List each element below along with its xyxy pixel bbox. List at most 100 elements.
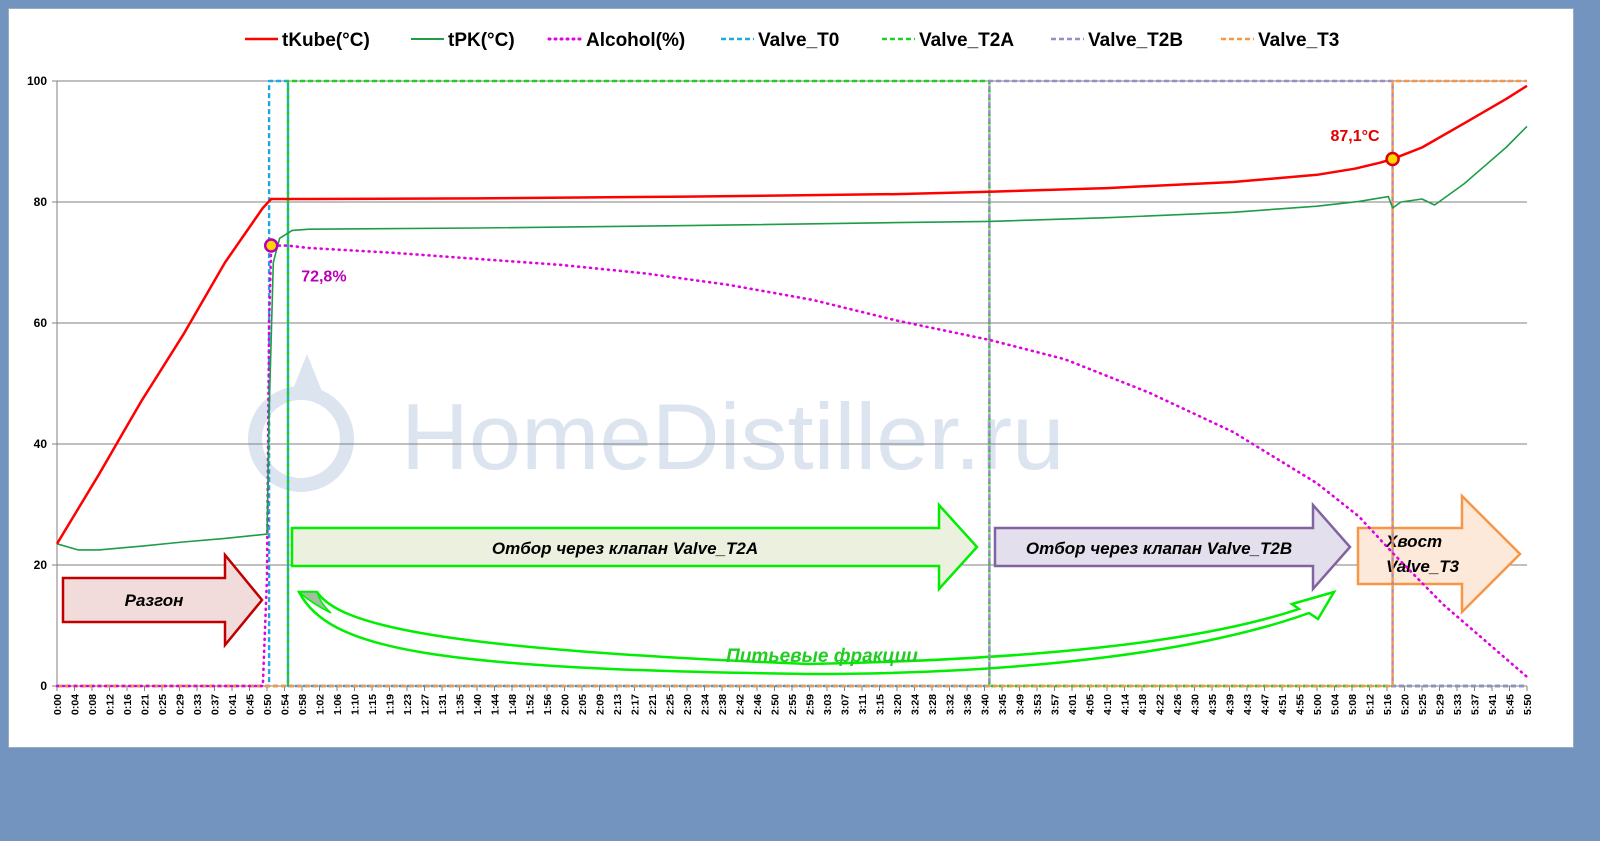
legend-entry: tKube(°C): [282, 30, 370, 51]
x-tick-label: 0:12: [105, 694, 117, 715]
t3-label-line2: Valve_T3: [1386, 557, 1460, 576]
x-tick-label: 0:41: [227, 694, 239, 715]
legend: tKube(°C) tPK(°C) Alcohol(%) Valve_T0 Valve_…: [245, 30, 1339, 51]
y-tick-label: 40: [34, 437, 48, 451]
x-tick-label: 1:19: [385, 694, 397, 715]
x-tick-label: 3:40: [980, 694, 992, 715]
legend-entry: tPK(°C): [448, 30, 515, 51]
y-tick-label: 20: [34, 558, 48, 572]
x-tick-label: 5:41: [1487, 694, 1499, 715]
x-tick-label: 4:51: [1277, 694, 1289, 715]
x-tick-label: 2:34: [700, 694, 712, 715]
x-tick-label: 2:46: [752, 694, 764, 715]
x-tick-label: 1:23: [402, 694, 414, 715]
x-tick-label: 0:50: [262, 694, 274, 715]
x-tick-label: 0:04: [70, 694, 82, 715]
x-tick-label: 3:11: [857, 694, 869, 715]
x-tick-label: 2:21: [647, 694, 659, 715]
x-tick-label: 1:27: [420, 694, 432, 715]
x-tick-label: 0:21: [140, 694, 152, 715]
x-tick-label: 1:31: [437, 694, 449, 715]
x-tick-label: 3:53: [1032, 694, 1044, 715]
x-tick-label: 5:33: [1452, 694, 1464, 715]
t2a-label: Отбор через клапан Valve_T2A: [492, 539, 758, 558]
legend-entry: Valve_T2B: [1088, 30, 1183, 51]
x-tick-label: 4:47: [1260, 694, 1272, 715]
x-tick-label: 3:36: [962, 694, 974, 715]
x-tick-label: 3:32: [945, 694, 957, 715]
x-tick-label: 2:09: [595, 694, 607, 715]
x-tick-label: 2:55: [787, 694, 799, 715]
x-tick-label: 3:24: [910, 694, 922, 715]
y-axis: 0 20 40 60 80 100: [27, 74, 47, 693]
legend-entry: Valve_T0: [758, 30, 839, 51]
x-tick-label: 4:35: [1207, 694, 1219, 715]
x-tick-label: 0:45: [245, 694, 257, 715]
x-tick-label: 1:35: [455, 694, 467, 715]
x-tick-label: 4:01: [1067, 694, 1079, 715]
x-tick-label: 1:56: [542, 694, 554, 715]
x-tick-label: 5:04: [1330, 694, 1342, 715]
x-tick-label: 3:45: [997, 694, 1009, 715]
x-tick-label: 2:13: [612, 694, 624, 715]
x-tick-label: 2:59: [805, 694, 817, 715]
x-tick-label: 4:43: [1242, 694, 1254, 715]
y-tick-label: 60: [34, 316, 48, 330]
x-tick-label: 4:14: [1120, 694, 1132, 715]
series-tkube-c: [55, 84, 1528, 545]
watermark: HomeDistiller.ru: [401, 384, 1064, 489]
t2a-arrow: Отбор через клапан Valve_T2A: [290, 501, 979, 593]
x-tick-label: 5:45: [1505, 694, 1517, 715]
x-tick-label: 4:55: [1295, 694, 1307, 715]
y-tick-label: 80: [34, 195, 48, 209]
series-tpk-c: [56, 125, 1528, 551]
x-tick-label: 0:37: [210, 694, 222, 715]
markers-layer: 87,1°C 72,8%: [263, 128, 1400, 286]
marker-label: 87,1°C: [1331, 128, 1381, 145]
x-tick-label: 5:50: [1522, 694, 1534, 715]
x-tick-label: 5:00: [1312, 694, 1324, 715]
x-tick-label: 3:49: [1015, 694, 1027, 715]
x-tick-label: 2:17: [630, 694, 642, 715]
x-tick-label: 4:05: [1085, 694, 1097, 715]
marker-point: [263, 238, 279, 253]
x-tick-label: 2:38: [717, 694, 729, 715]
x-tick-label: 0:00: [52, 694, 64, 715]
x-tick-label: 0:08: [87, 694, 99, 715]
t2b-arrow: Отбор через клапан Valve_T2B: [993, 501, 1352, 593]
x-tick-label: 4:39: [1225, 694, 1237, 715]
chart-frame: HomeDistiller.ru 0 20 40 60 80 100 0:00 0:04 0:…: [8, 8, 1574, 748]
x-tick-label: 0:58: [297, 694, 309, 715]
x-tick-label: 0:54: [280, 694, 292, 715]
marker-label: 72,8%: [301, 269, 346, 286]
x-tick-label: 2:00: [560, 694, 572, 715]
legend-entry: Valve_T3: [1258, 30, 1339, 51]
t3-label-line1: Хвост: [1385, 532, 1442, 551]
x-tick-label: 2:05: [577, 694, 589, 715]
x-tick-label: 3:20: [892, 694, 904, 715]
x-tick-label: 3:28: [927, 694, 939, 715]
drinking-fractions-arrow: Питьевые фракции: [296, 589, 1337, 676]
x-tick-label: 2:42: [735, 694, 747, 715]
x-tick-label: 1:52: [525, 694, 537, 715]
t2b-label: Отбор через клапан Valve_T2B: [1026, 539, 1292, 558]
x-tick-label: 4:26: [1172, 694, 1184, 715]
x-tick-label: 4:10: [1102, 694, 1114, 715]
x-tick-label: 5:20: [1400, 694, 1412, 715]
x-tick-label: 1:06: [332, 694, 344, 715]
legend-entry: Alcohol(%): [586, 30, 685, 51]
x-tick-label: 0:16: [122, 694, 134, 715]
x-tick-label: 3:15: [875, 694, 887, 715]
x-tick-label: 5:25: [1417, 694, 1429, 715]
x-tick-label: 5:16: [1382, 694, 1394, 715]
x-tick-label: 5:12: [1365, 694, 1377, 715]
legend-entry: Valve_T2A: [919, 30, 1014, 51]
x-tick-label: 1:48: [507, 694, 519, 715]
drinking-fractions-label: Питьевые фракции: [726, 646, 918, 667]
x-tick-label: 0:33: [192, 694, 204, 715]
series-alcohol: [55, 244, 1529, 688]
x-tick-label: 1:40: [472, 694, 484, 715]
x-tick-label: 5:29: [1435, 694, 1447, 715]
x-tick-label: 3:03: [822, 694, 834, 715]
